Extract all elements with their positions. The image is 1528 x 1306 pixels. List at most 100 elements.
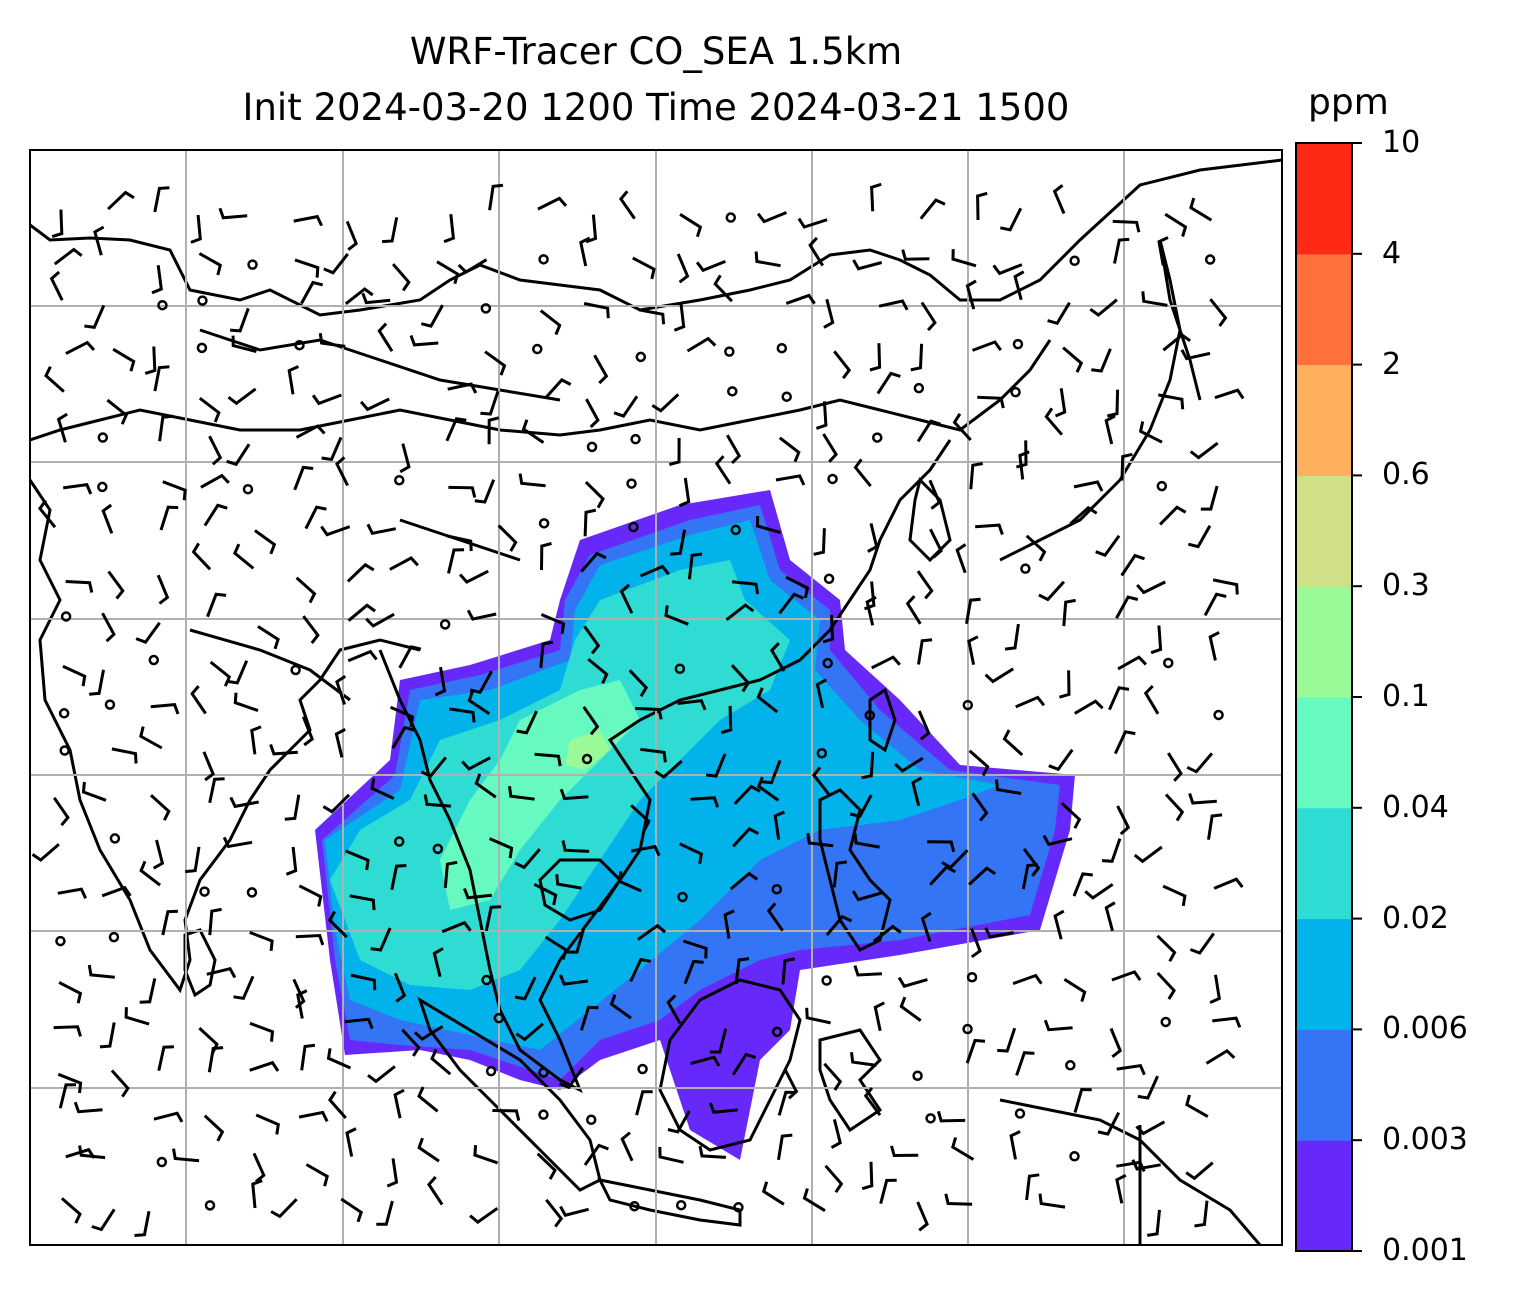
wind-barb [686,336,717,353]
wind-barb [208,777,225,804]
wind-barb [345,849,370,871]
wind-barb [461,756,491,771]
wind-barb [58,981,83,1004]
wind-barb [865,595,877,626]
wind-barb [1012,973,1043,986]
wind-barb [876,371,901,395]
wind-barb [1156,934,1177,963]
wind-barb [630,804,651,831]
wind-barb [31,843,60,862]
wind-barb [785,293,816,305]
wind-barb [971,340,1002,352]
wind-barb [635,706,663,720]
colorbar-unit-label: ppm [1308,82,1389,123]
calm-wind-marker [635,351,647,363]
wind-barb [1000,207,1023,232]
wind-barb [84,304,106,330]
wind-barb [1208,631,1220,661]
wind-barbs [31,182,1245,1237]
wind-barb [1185,1094,1209,1118]
wind-barb [488,183,504,211]
calm-wind-marker [628,521,639,533]
wind-barb [389,556,419,571]
wind-barb [1018,450,1030,480]
wind-barb [1052,184,1066,215]
wind-barb [57,1072,83,1094]
coastline-gulf-thailand [538,858,622,922]
wind-barb [916,419,941,443]
wind-barb [690,796,720,808]
colorbar-tick-label: 2 [1382,346,1402,382]
wind-barb [995,779,1022,795]
wind-barb [463,887,492,900]
wind-barb [318,333,346,348]
wind-barb [417,1137,440,1163]
wind-barb [927,840,956,853]
wind-barb [202,751,215,782]
wind-barb [806,832,834,848]
wind-barb [1137,1075,1159,1100]
wind-barb [447,548,465,574]
wind-barb [1058,670,1071,699]
wind-barb [823,1062,843,1091]
wind-barb [631,844,661,857]
wind-barb [514,976,537,1001]
wind-barb [227,387,257,406]
wind-barb [1209,298,1228,327]
wind-barb [101,612,116,643]
wind-barb [443,214,456,244]
colorbar-tick-label: 0.1 [1382,679,1430,714]
wind-barb [917,638,933,665]
wind-barb [159,505,179,531]
wind-barb [632,256,656,280]
wind-barb [761,1181,785,1206]
colorbar-tick-label: 0.04 [1382,789,1449,825]
wind-barb [833,350,852,380]
wind-barb [537,196,568,211]
calm-wind-marker [538,518,550,529]
calm-wind-marker [538,254,549,265]
wind-barb [393,1088,405,1119]
wind-barb [1159,505,1187,526]
wind-barb [135,621,161,645]
calm-wind-marker [1065,1060,1076,1071]
wind-barb [62,664,87,687]
wind-barb [139,860,162,887]
calm-wind-marker [730,524,741,536]
wind-barb [52,796,70,827]
wind-barb [191,542,212,571]
wind-barb [1185,1161,1214,1181]
wind-barb [731,1052,757,1076]
calm-wind-marker [823,573,835,585]
wind-barb [78,1145,106,1160]
calm-wind-marker [1156,480,1168,492]
wind-barb [708,1102,738,1114]
wind-barb [323,252,349,275]
wind-barb [566,928,585,954]
wind-barb [941,849,969,870]
wind-barb [302,615,320,645]
calm-wind-marker [1069,255,1080,267]
wind-barb [153,365,170,392]
wind-barb [1162,333,1191,352]
wind-barb [150,703,180,715]
wind-barb [366,523,397,535]
wind-barb [38,499,57,529]
wind-barb [162,480,187,501]
wind-barb [516,710,538,735]
wind-barb [1146,1209,1161,1237]
wind-barb [679,213,703,238]
calm-wind-marker [59,745,70,756]
wind-barb [695,260,726,273]
wind-barb [761,759,782,785]
calm-wind-marker [1213,709,1224,721]
wind-barb [832,860,848,888]
wind-barb [536,1152,557,1180]
wind-barb [917,710,931,741]
wind-barb [1074,699,1104,715]
calm-wind-marker [1010,386,1021,398]
wind-barb [784,1069,799,1100]
wind-barb [65,580,94,593]
wind-barb [447,382,478,394]
calm-wind-marker [197,295,208,306]
